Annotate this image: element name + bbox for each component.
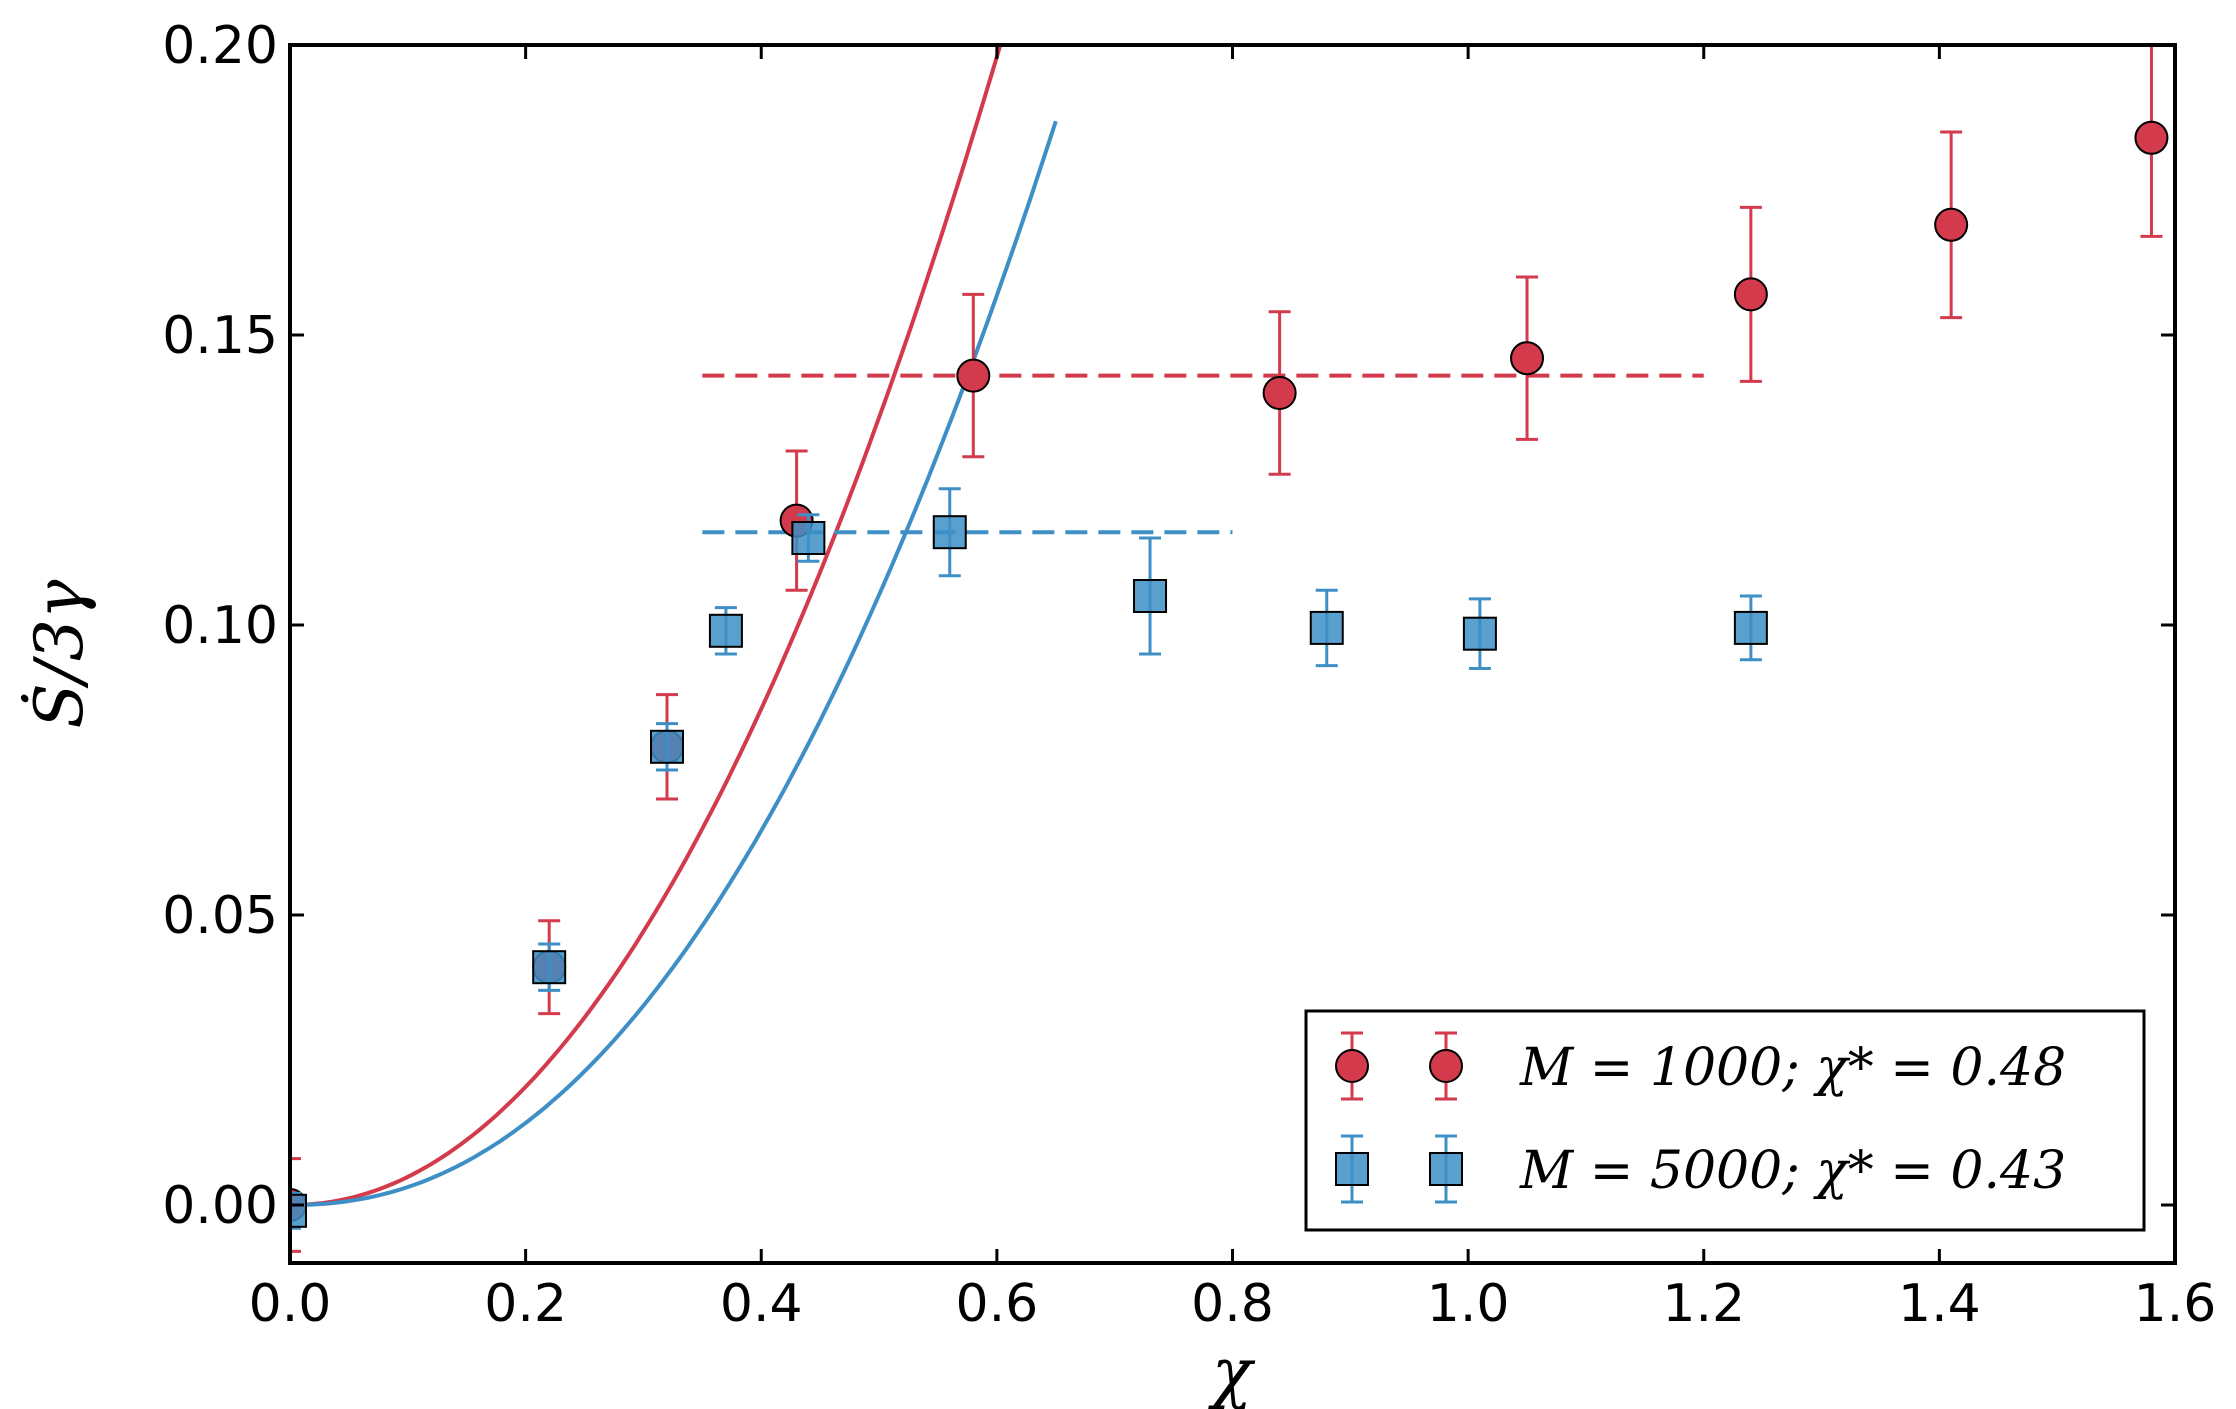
x-tick-label: 1.4 [1898,1274,1981,1334]
y-tick-label: 0.10 [162,596,278,656]
legend-label-m1000: M = 1000; χ* = 0.48 [1519,1038,2066,1098]
data-point-m5000 [650,729,684,764]
data-point-m1000 [2134,120,2169,155]
y-tick-label: 0.00 [162,1176,278,1236]
data-point-m1000 [1733,277,1768,312]
legend-markers [1335,1031,1463,1204]
x-tick-label: 1.0 [1427,1274,1510,1334]
data-point-m1000 [1510,341,1545,376]
legend: M = 1000; χ* = 0.48 M = 5000; χ* = 0.43 [1304,1009,2146,1232]
data-point-m5000 [1733,610,1768,645]
data-point-m1000 [956,358,991,393]
legend-label-m5000: M = 5000; χ* = 0.43 [1519,1141,2066,1201]
data-point-m5000 [932,515,967,550]
data-point-m5000 [791,521,826,555]
legend-marker-m1000 [1335,1049,1369,1083]
y-tick-label: 0.15 [162,306,278,366]
x-tick-label: 0.0 [249,1274,332,1334]
x-tick-label: 0.8 [1191,1274,1274,1334]
legend-marker-m1000 [1429,1049,1463,1083]
x-tick-label: 1.2 [1662,1274,1745,1334]
fit-curve-series-0 [290,45,1003,1207]
data-point-m1000 [1934,207,1969,242]
data-point-m5000 [708,613,743,648]
fit-curves [290,45,1058,1207]
y-tick-label: 0.05 [162,886,278,946]
data-point-m5000 [1309,610,1344,645]
x-tick-label: 0.6 [956,1274,1039,1334]
legend-marker-m5000 [1335,1152,1369,1186]
y-tick-label: 0.20 [162,16,278,76]
plot-area [290,45,2169,1253]
x-tick-label: 1.6 [2134,1274,2217,1334]
x-tick-label: 0.4 [720,1274,803,1334]
fit-curve-series-1 [290,120,1058,1207]
legend-marker-m5000 [1429,1152,1463,1186]
data-point-m1000 [1262,376,1297,410]
data-point-m5000 [1462,616,1497,651]
x-axis-label: χ [1208,1334,1256,1409]
series-1-points [290,487,1768,1230]
data-point-m5000 [290,1193,307,1228]
data-point-m5000 [1133,579,1168,613]
x-tick-label: 0.2 [484,1274,567,1334]
axis-ticks: 0.0 0.2 0.4 0.6 0.8 1.0 1.2 1.4 1.6 0.00 0.05 0.10 0… [162,16,2216,1334]
y-axis-label: Ṡ/3γ [21,579,98,728]
data-point-m5000 [532,950,567,985]
